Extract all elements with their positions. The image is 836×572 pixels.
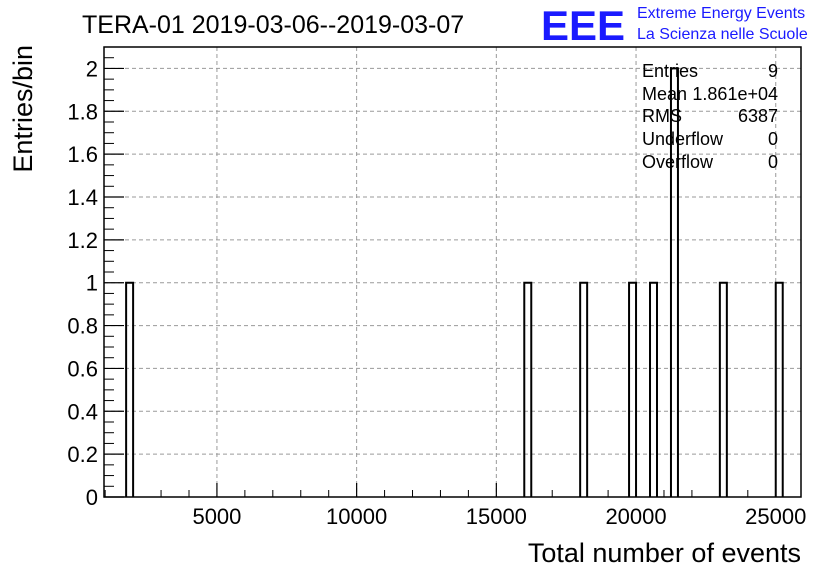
x-tick-label: 10000 bbox=[326, 504, 387, 529]
histogram-bin bbox=[774, 281, 784, 497]
stats-entries-value: 9 bbox=[768, 61, 778, 81]
stats-box: Entries 9 Mean 1.861e+04 RMS 6387 Underf… bbox=[642, 61, 778, 172]
eee-tagline-1: Extreme Energy Events bbox=[637, 5, 805, 22]
stats-mean-label: Mean bbox=[642, 84, 687, 104]
y-axis-label: Entries/bin bbox=[8, 45, 38, 173]
histogram-bars bbox=[125, 67, 784, 497]
x-tick-label: 15000 bbox=[466, 504, 527, 529]
histogram-bin bbox=[628, 281, 638, 497]
histogram-bin bbox=[125, 281, 135, 497]
y-tick-label: 0.4 bbox=[67, 399, 98, 424]
histogram-bin bbox=[649, 281, 658, 497]
stats-entries-label: Entries bbox=[642, 61, 698, 81]
stats-mean-value: 1.861e+04 bbox=[692, 84, 778, 104]
stats-overflow-label: Overflow bbox=[642, 152, 714, 172]
y-tick-label: 1.2 bbox=[67, 228, 98, 253]
y-tick-label: 2 bbox=[86, 56, 98, 81]
x-tick-label: 25000 bbox=[745, 504, 806, 529]
y-tick-label: 1.4 bbox=[67, 185, 98, 210]
y-tick-label: 1.8 bbox=[67, 99, 98, 124]
chart-title: TERA-01 2019-03-06--2019-03-07 bbox=[82, 11, 464, 39]
eee-tagline-2: La Scienza nelle Scuole bbox=[637, 26, 808, 43]
y-tick-label: 1.6 bbox=[67, 142, 98, 167]
histogram-bin bbox=[669, 67, 679, 497]
y-tick-label: 0 bbox=[86, 485, 98, 510]
histogram-bin bbox=[579, 281, 589, 497]
x-tick-label: 20000 bbox=[605, 504, 666, 529]
y-tick-label: 1 bbox=[86, 271, 98, 296]
stats-rms-label: RMS bbox=[642, 106, 682, 126]
stats-rms-value: 6387 bbox=[738, 106, 778, 126]
eee-logo: EEE bbox=[541, 2, 625, 49]
histogram-bin bbox=[523, 281, 533, 497]
stats-overflow-value: 0 bbox=[768, 152, 778, 172]
y-tick-labels: 0 0.2 0.4 0.6 0.8 1 1.2 1.4 1.6 1.8 2 bbox=[67, 56, 98, 510]
y-tick-label: 0.8 bbox=[67, 314, 98, 339]
x-tick-labels: 5000 10000 15000 20000 25000 bbox=[192, 504, 806, 529]
stats-underflow-label: Underflow bbox=[642, 129, 724, 149]
x-tick-label: 5000 bbox=[192, 504, 241, 529]
y-tick-label: 0.6 bbox=[67, 356, 98, 381]
y-tick-label: 0.2 bbox=[67, 442, 98, 467]
histogram-bin bbox=[718, 281, 728, 497]
stats-underflow-value: 0 bbox=[768, 129, 778, 149]
x-axis-label: Total number of events bbox=[528, 538, 801, 568]
axis-ticks bbox=[104, 46, 777, 498]
